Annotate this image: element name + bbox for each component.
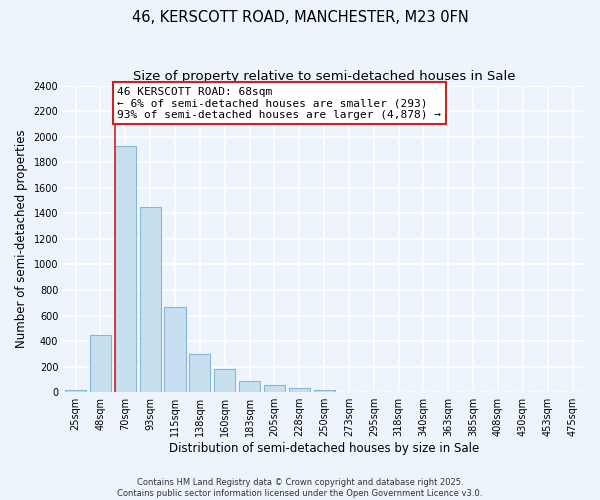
Bar xyxy=(189,354,211,392)
Bar xyxy=(239,380,260,392)
Text: Contains HM Land Registry data © Crown copyright and database right 2025.
Contai: Contains HM Land Registry data © Crown c… xyxy=(118,478,482,498)
Bar xyxy=(65,390,86,392)
Bar xyxy=(164,306,185,392)
Y-axis label: Number of semi-detached properties: Number of semi-detached properties xyxy=(15,130,28,348)
Bar xyxy=(214,369,235,392)
Text: 46, KERSCOTT ROAD, MANCHESTER, M23 0FN: 46, KERSCOTT ROAD, MANCHESTER, M23 0FN xyxy=(131,10,469,25)
Bar xyxy=(140,207,161,392)
Bar xyxy=(264,384,285,392)
Text: 46 KERSCOTT ROAD: 68sqm
← 6% of semi-detached houses are smaller (293)
93% of se: 46 KERSCOTT ROAD: 68sqm ← 6% of semi-det… xyxy=(117,87,441,120)
Bar xyxy=(314,390,335,392)
Title: Size of property relative to semi-detached houses in Sale: Size of property relative to semi-detach… xyxy=(133,70,515,83)
Bar xyxy=(289,388,310,392)
Bar xyxy=(90,334,111,392)
X-axis label: Distribution of semi-detached houses by size in Sale: Distribution of semi-detached houses by … xyxy=(169,442,479,455)
Bar xyxy=(115,146,136,392)
